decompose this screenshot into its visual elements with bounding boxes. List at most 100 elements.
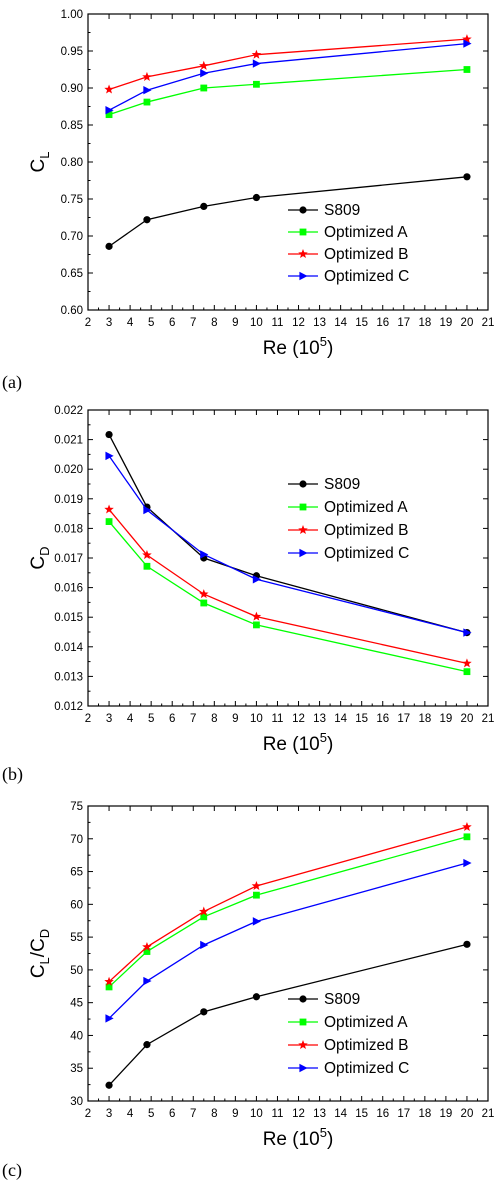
data-point-s809: [463, 173, 471, 181]
data-point-optimized-c: [463, 858, 472, 868]
legend-label-optimized-a: Optimized A: [324, 499, 408, 516]
series-line-optimized-c: [108, 455, 468, 634]
legend-marker-optimized-b: [298, 525, 308, 535]
x-tick-label: 19: [439, 1108, 452, 1120]
x-tick-label: 8: [211, 1108, 217, 1120]
y-tick-label: 0.017: [54, 553, 83, 565]
x-tick-label: 12: [292, 317, 305, 329]
series-optimized-a: [105, 833, 471, 991]
y-tick-label: 0.90: [61, 83, 83, 95]
data-point-s809: [105, 430, 113, 439]
y-tick-label: 1.00: [61, 9, 83, 21]
x-tick-label: 21: [482, 1108, 495, 1120]
x-tick-label: 10: [250, 317, 263, 329]
series-line-s809: [108, 434, 468, 634]
x-tick-label: 6: [169, 713, 175, 725]
data-point-optimized-c: [463, 39, 472, 48]
y-axis-label-subscript: L: [37, 957, 52, 964]
data-point-optimized-b: [199, 906, 209, 916]
data-point-s809: [200, 202, 208, 210]
x-tick-label: 9: [232, 317, 238, 329]
data-point-optimized-b: [199, 60, 209, 70]
x-axis-label-main: Re (10: [263, 338, 320, 359]
y-axis-label-main: C: [28, 964, 49, 978]
legend-label-optimized-a: Optimized A: [324, 1014, 408, 1031]
series-line-optimized-b: [108, 509, 468, 665]
series-optimized-b: [104, 821, 472, 986]
x-tick-label: 11: [271, 1108, 283, 1120]
data-point-optimized-a: [253, 621, 260, 629]
chart-panel-2: 2 3 4 5 6 7 8 9 10 11 12 13 14 15 16 17 18 19 20 21 0.012 0.0…: [2, 405, 494, 785]
y-tick-label: 0.018: [54, 523, 83, 535]
x-axis-label: Re (105): [263, 1125, 334, 1150]
data-point-optimized-b: [462, 658, 472, 668]
data-point-optimized-a: [143, 98, 151, 106]
legend-marker-optimized-a: [299, 1018, 307, 1026]
x-tick-label: 11: [271, 317, 283, 329]
y-axis-label-main: C: [28, 556, 49, 570]
data-point-optimized-a: [105, 518, 113, 525]
legend-label-s809: S809: [324, 991, 360, 1008]
data-point-optimized-b: [104, 504, 114, 514]
y-axis-label-subscript2: D: [37, 929, 52, 938]
data-point-s809: [200, 1008, 208, 1016]
series-optimized-b: [104, 504, 472, 668]
data-point-optimized-c: [105, 451, 114, 461]
data-point-optimized-b: [142, 941, 152, 951]
series-line-optimized-a: [108, 836, 468, 988]
y-tick-label: 30: [70, 1096, 83, 1108]
legend-label-optimized-b: Optimized B: [324, 522, 408, 539]
y-tick-label: 0.70: [61, 231, 83, 243]
y-tick-label: 75: [70, 801, 83, 813]
y-tick-label: 55: [70, 932, 83, 944]
y-tick-label: 60: [70, 899, 83, 911]
legend-marker-s809: [299, 480, 307, 488]
y-tick-label: 0.022: [54, 405, 83, 417]
legend-label-s809: S809: [324, 476, 360, 493]
data-point-optimized-a: [200, 599, 208, 607]
x-tick-label: 10: [250, 713, 263, 725]
y-tick-label: 0.020: [54, 464, 83, 476]
data-point-optimized-b: [251, 880, 262, 891]
x-tick-label: 5: [148, 317, 154, 329]
x-tick-label: 2: [85, 1108, 91, 1120]
data-point-optimized-a: [105, 983, 113, 991]
data-point-optimized-c: [143, 505, 152, 515]
legend-marker-optimized-b: [298, 249, 308, 259]
x-tick-label: 6: [169, 317, 175, 329]
series-optimized-a: [105, 66, 471, 119]
legend-marker-optimized-c: [299, 1063, 308, 1073]
data-point-optimized-b: [251, 611, 262, 621]
series-line-optimized-b: [108, 826, 468, 983]
plot-frame: [87, 409, 489, 707]
data-point-optimized-c: [143, 976, 152, 986]
legend-marker-optimized-b: [298, 1040, 308, 1050]
y-axis-label: CL/CD: [28, 929, 52, 978]
series-line-optimized-a: [108, 521, 468, 673]
data-point-optimized-a: [200, 84, 208, 92]
data-point-optimized-c: [143, 86, 152, 95]
x-tick-label: 20: [461, 713, 474, 725]
data-point-optimized-c: [105, 1014, 114, 1023]
data-point-optimized-a: [253, 80, 260, 88]
x-tick-label: 13: [313, 713, 326, 725]
series-line-s809: [108, 943, 468, 1086]
x-tick-label: 6: [169, 1108, 175, 1120]
legend-label-optimized-b: Optimized B: [324, 1037, 408, 1054]
x-tick-label: 15: [355, 317, 368, 329]
data-point-optimized-a: [143, 562, 151, 570]
x-tick-label: 11: [271, 713, 283, 725]
series-optimized-a: [105, 518, 471, 676]
x-axis-label-superscript: 5: [320, 1125, 327, 1140]
legend: S809 Optimized A Optimized B Optimized C: [288, 202, 409, 285]
y-tick-label: 65: [70, 867, 83, 879]
x-tick-label: 3: [106, 317, 112, 329]
series-s809: [105, 940, 471, 1089]
data-point-optimized-a: [143, 948, 151, 955]
data-point-optimized-a: [200, 913, 208, 921]
x-tick-label: 10: [250, 1108, 263, 1120]
y-tick-label: 0.012: [54, 701, 83, 713]
legend-label-s809: S809: [324, 202, 360, 219]
x-tick-label: 15: [355, 713, 368, 725]
x-tick-label: 20: [461, 1108, 474, 1120]
